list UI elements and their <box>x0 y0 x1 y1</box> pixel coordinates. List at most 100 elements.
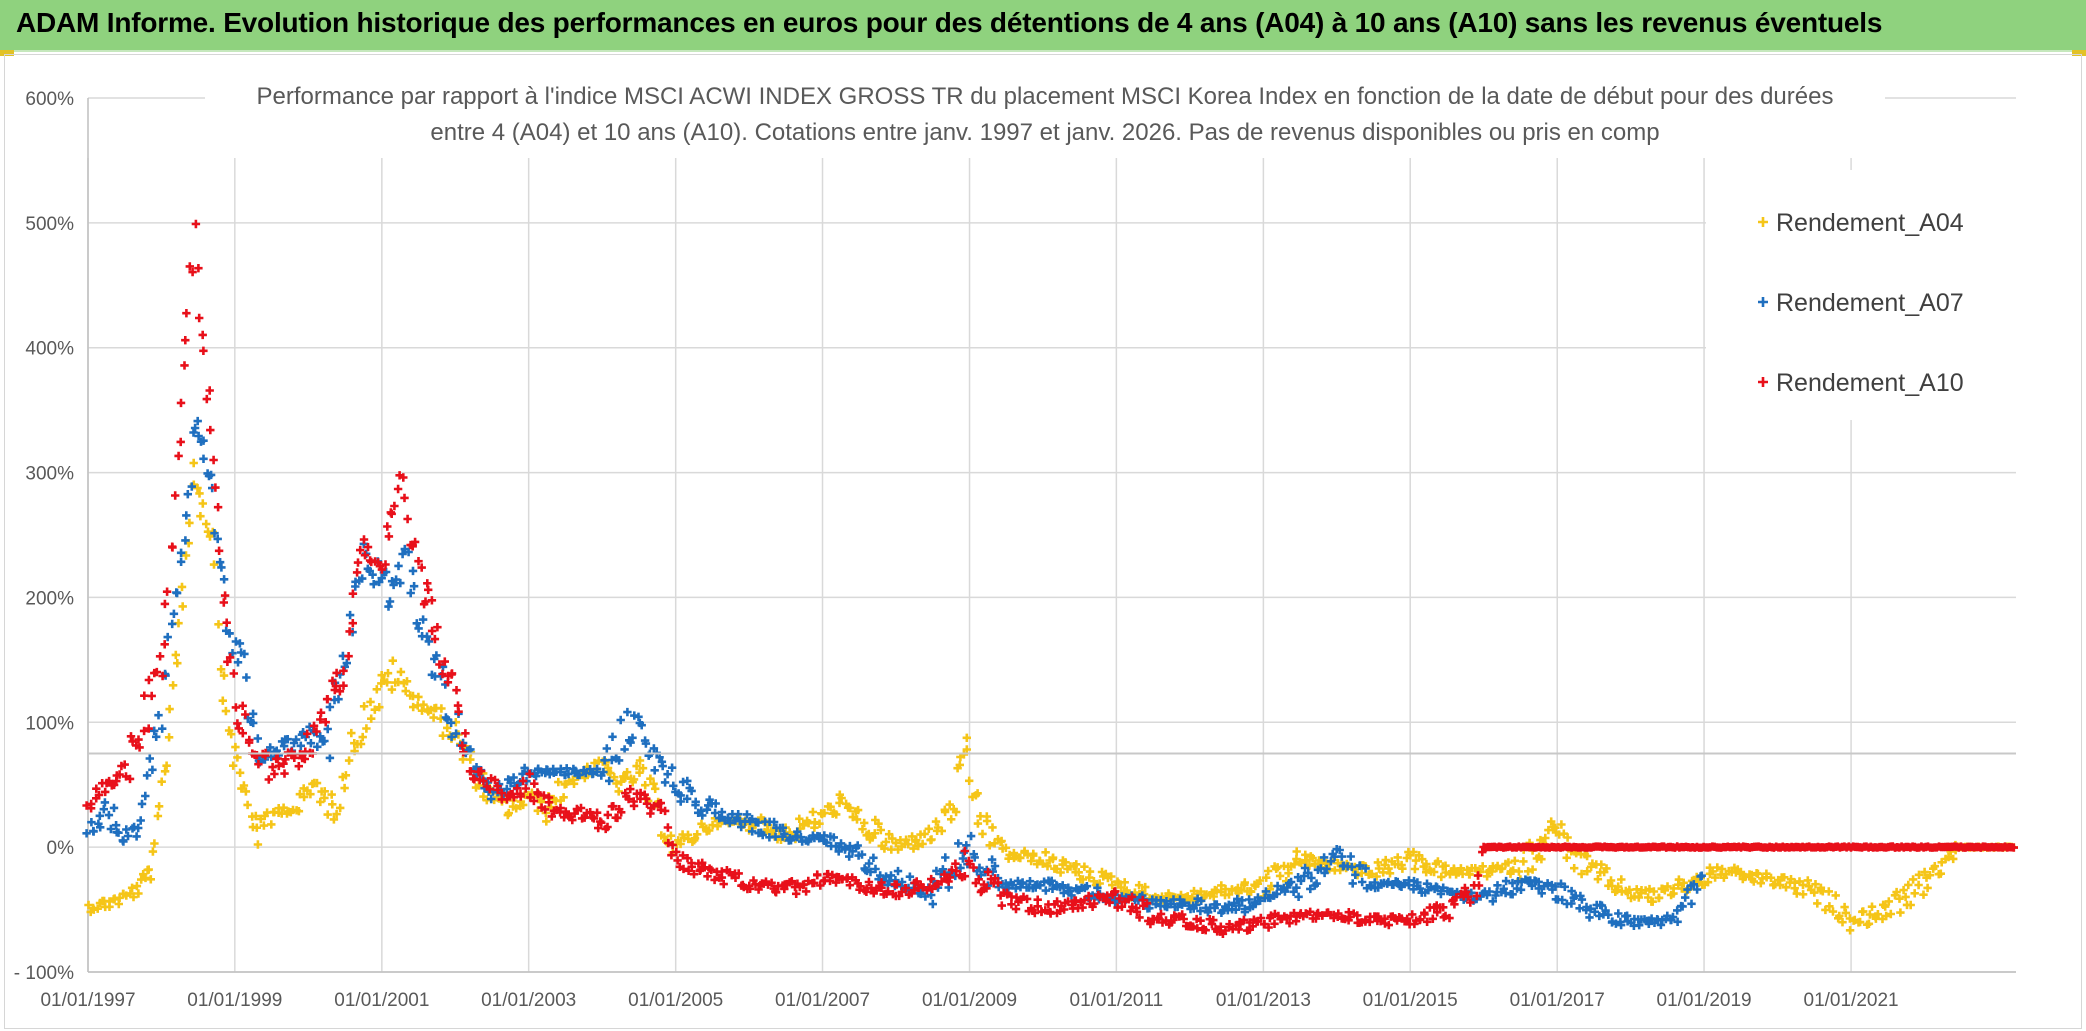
data-point <box>381 560 390 569</box>
data-point <box>229 669 238 678</box>
x-tick-label: 01/01/2011 <box>1070 990 1164 1011</box>
data-point <box>928 899 937 909</box>
data-point <box>679 864 688 874</box>
data-point <box>1544 825 1553 835</box>
data-point <box>918 839 927 849</box>
x-tick-label: 01/01/2017 <box>1510 990 1605 1011</box>
data-point <box>664 838 673 848</box>
data-point <box>1203 908 1213 917</box>
data-point <box>1634 893 1643 902</box>
data-point <box>1717 864 1727 874</box>
data-point <box>1408 910 1417 919</box>
legend-label: Rendement_A07 <box>1776 289 1964 317</box>
data-point <box>945 873 954 882</box>
data-point <box>938 865 948 874</box>
data-point <box>233 753 242 762</box>
data-point <box>801 887 811 896</box>
data-point <box>1041 906 1050 915</box>
data-point <box>251 811 260 821</box>
data-point <box>1418 855 1427 864</box>
data-point <box>869 853 878 862</box>
data-point <box>1488 897 1497 906</box>
data-point <box>377 565 387 574</box>
data-point <box>832 810 841 819</box>
data-point <box>1304 868 1313 878</box>
data-point <box>810 878 819 888</box>
data-point <box>1116 883 1126 892</box>
data-point <box>1859 907 1868 916</box>
data-point <box>556 803 565 813</box>
data-point <box>1025 877 1035 886</box>
data-point <box>1043 862 1052 871</box>
data-point <box>745 884 755 893</box>
y-tick-label: 600% <box>25 89 74 110</box>
data-point <box>267 820 276 829</box>
data-point <box>1895 894 1904 903</box>
data-point <box>590 758 599 768</box>
data-point <box>731 873 740 882</box>
data-point <box>1216 922 1225 931</box>
data-point <box>1107 872 1116 881</box>
data-point <box>1067 891 1076 900</box>
data-point <box>589 814 599 823</box>
data-point <box>1351 870 1360 879</box>
data-point <box>280 769 289 778</box>
data-point <box>1920 867 1929 877</box>
x-tick-label: 01/01/2013 <box>1216 990 1311 1011</box>
data-point <box>723 813 733 822</box>
data-point <box>1027 856 1036 866</box>
data-point <box>1074 868 1083 877</box>
data-point <box>815 819 824 828</box>
data-point <box>668 840 677 850</box>
data-point <box>123 831 133 841</box>
data-point <box>1052 897 1062 906</box>
data-point <box>458 755 468 764</box>
data-point <box>152 732 161 741</box>
data-point <box>1285 919 1294 928</box>
data-point <box>148 847 158 856</box>
data-point <box>1780 873 1789 882</box>
data-point <box>240 649 249 659</box>
data-point <box>1255 876 1265 885</box>
data-point <box>1292 847 1301 856</box>
data-point <box>682 794 692 803</box>
data-point <box>910 886 919 895</box>
data-point <box>1264 923 1273 932</box>
data-point <box>418 615 428 624</box>
data-point <box>667 763 677 772</box>
data-point <box>1635 921 1644 930</box>
data-point <box>962 745 971 754</box>
data-point <box>519 800 528 810</box>
data-point <box>313 742 322 751</box>
data-point <box>683 854 692 863</box>
data-point <box>1756 879 1765 888</box>
data-point <box>909 844 918 853</box>
data-point <box>676 797 685 806</box>
data-point <box>430 634 440 644</box>
data-point <box>183 490 192 499</box>
data-point <box>1041 886 1050 895</box>
data-point <box>1209 915 1218 925</box>
data-point <box>874 819 883 828</box>
data-point <box>1259 920 1269 929</box>
data-point <box>193 416 202 426</box>
data-point <box>1093 883 1102 892</box>
data-point <box>1416 915 1425 924</box>
data-point <box>1703 878 1713 887</box>
data-point <box>1410 864 1420 874</box>
y-tick-label: 200% <box>25 588 74 609</box>
y-tick-label: 400% <box>25 339 74 360</box>
data-point <box>198 499 207 508</box>
data-point <box>1825 902 1834 911</box>
data-point <box>1841 908 1850 918</box>
data-point <box>1562 853 1571 862</box>
data-point <box>1445 913 1454 923</box>
data-point <box>1585 913 1594 922</box>
data-point <box>1648 897 1657 906</box>
corner-mark-left <box>0 50 14 56</box>
data-point <box>940 807 950 817</box>
data-point <box>1348 879 1357 888</box>
data-point <box>447 669 457 678</box>
data-point <box>1504 858 1513 867</box>
